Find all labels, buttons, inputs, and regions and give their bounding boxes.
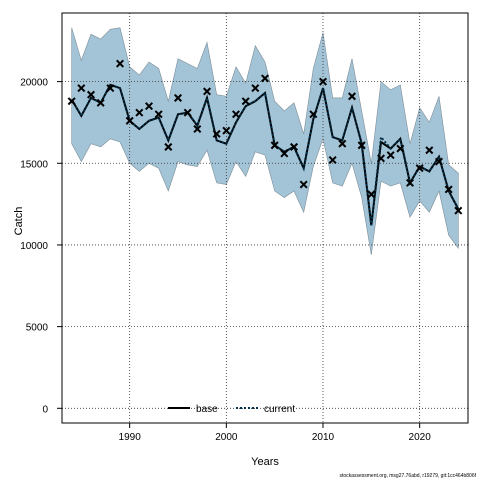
observed-point <box>454 206 463 215</box>
observed-point <box>289 142 299 151</box>
observed-point <box>67 97 76 106</box>
observed-point <box>376 154 386 163</box>
observed-point <box>309 110 318 119</box>
observed-point <box>231 110 241 119</box>
observed-point <box>144 102 154 111</box>
observed-point <box>241 97 250 106</box>
legend-label-current: current <box>264 404 295 415</box>
observed-point <box>338 139 347 148</box>
observed-point <box>115 59 125 68</box>
observed-point <box>357 141 366 150</box>
observed-point <box>347 92 357 101</box>
observed-point <box>367 190 376 199</box>
observed-point <box>425 146 434 155</box>
observed-point <box>125 116 134 125</box>
y-tick-label: 20000 <box>20 78 48 89</box>
observed-point <box>299 180 308 189</box>
observed-point <box>154 110 163 119</box>
y-axis-title: Catch <box>13 207 25 236</box>
observed-point <box>212 129 221 138</box>
x-tick-label: 1990 <box>119 432 142 443</box>
observed-point <box>222 126 231 135</box>
observed-point <box>396 144 405 153</box>
observed-point <box>202 87 212 96</box>
legend-label-base: base <box>196 404 218 415</box>
confidence-band-area <box>71 27 459 255</box>
observed-point <box>415 164 424 173</box>
observed-point <box>318 77 328 86</box>
x-axis-title: Years <box>251 456 279 468</box>
observed-point <box>86 90 96 99</box>
y-tick-label: 15000 <box>20 159 48 170</box>
observed-point <box>260 74 270 83</box>
observed-point <box>164 142 173 151</box>
observed-point <box>106 84 115 93</box>
observed-point <box>444 185 453 194</box>
legend: base current <box>168 404 295 415</box>
x-tick-label: 2010 <box>312 432 335 443</box>
y-tick-label: 10000 <box>20 241 48 252</box>
x-tick-label: 2000 <box>215 432 238 443</box>
x-tick-label: 2020 <box>409 432 432 443</box>
observed-point <box>386 151 395 160</box>
series-line-base <box>70 83 460 226</box>
observed-point <box>183 108 192 117</box>
observed-point <box>96 98 105 107</box>
observed-point <box>270 141 279 150</box>
observed-point <box>251 84 260 93</box>
observed-point <box>193 124 202 133</box>
grid-lines <box>62 13 468 423</box>
observed-point <box>77 84 86 93</box>
observed-point <box>405 178 415 187</box>
observed-points <box>67 59 463 215</box>
y-tick-label: 0 <box>42 404 48 415</box>
series-lines <box>70 83 460 226</box>
observed-point <box>135 108 144 117</box>
plot-frame <box>61 12 469 424</box>
observed-point <box>280 149 289 158</box>
observed-point <box>328 156 337 165</box>
observed-point <box>173 93 183 102</box>
observed-point <box>434 157 444 166</box>
x-axis: 1990 2000 2010 2020 <box>119 423 432 443</box>
footer-credit: stockassessment.org, msg27.76abd, r19279… <box>340 473 477 479</box>
y-axis: 0 5000 10000 15000 20000 <box>20 78 62 415</box>
confidence-band <box>71 27 459 255</box>
y-tick-label: 5000 <box>26 323 49 334</box>
